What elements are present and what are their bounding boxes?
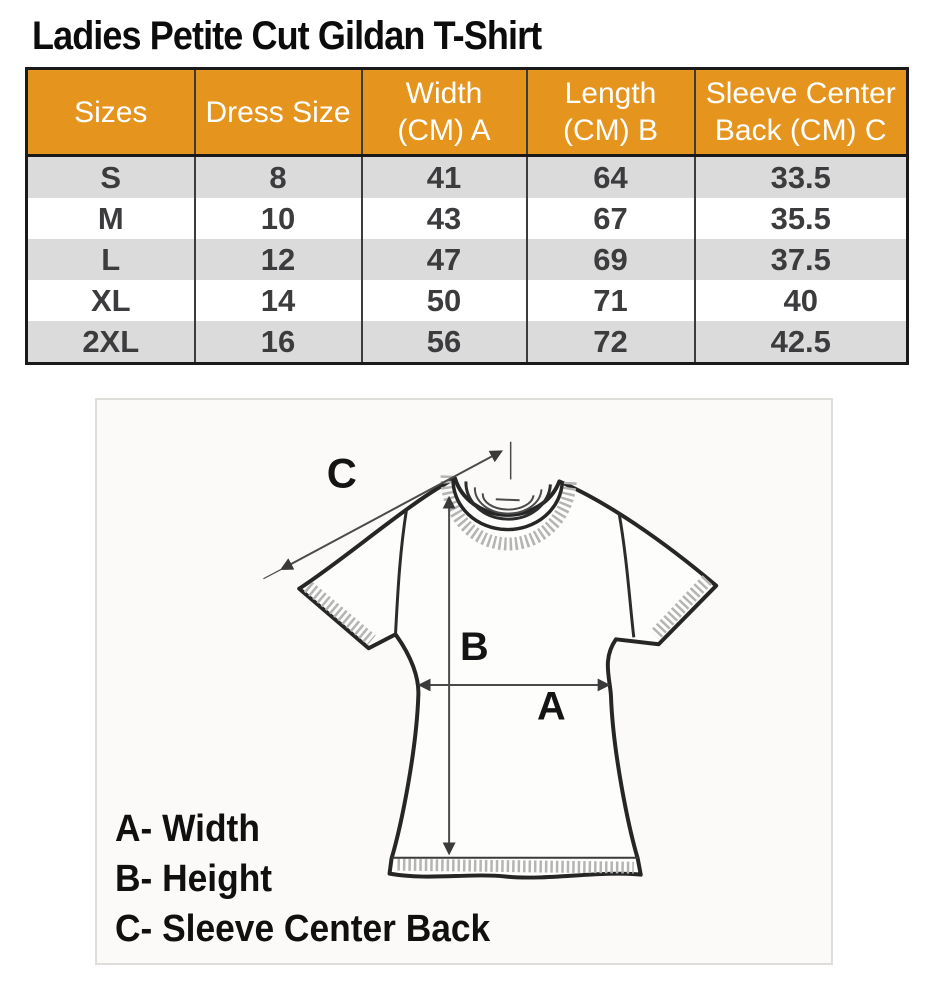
cell-length: 71 [525,280,695,321]
measurement-arrows [263,441,611,856]
cell-size: L [26,239,195,280]
cell-dress-size: 16 [193,321,362,364]
diagram-label-a: A [537,685,566,729]
cell-sleeve: 42.5 [693,321,908,364]
cell-length: 72 [525,321,695,364]
table-row: XL 14 50 71 40 [26,280,908,321]
measurement-diagram-panel: C B A A- Width B- Height C- Sleeve Cente… [95,398,833,965]
cell-length: 67 [525,198,695,239]
cell-width: 47 [360,239,527,280]
cell-dress-size: 12 [193,239,362,280]
cell-sleeve: 35.5 [693,198,908,239]
table-row: S 8 41 64 33.5 [26,155,908,198]
cell-size: XL [26,280,195,321]
cuff-hatching [303,575,712,874]
table-row: L 12 47 69 37.5 [26,239,908,280]
legend-width: A- Width [115,808,260,850]
header-sleeve-center-back: Sleeve Center Back (CM) C [693,68,908,157]
header-dress-size: Dress Size [193,68,362,157]
tshirt-diagram: C B A [263,441,719,880]
cell-width: 50 [360,280,527,321]
cell-dress-size: 8 [193,155,362,198]
cell-dress-size: 10 [193,198,362,239]
table-header: Sizes Dress Size Width (CM) A Length (CM) … [26,68,908,157]
arrow-c [280,450,504,571]
diagram-label-c: C [327,449,357,496]
page-title: Ladies Petite Cut Gildan T-Shirt [32,14,542,58]
diagram-legend: A- Width B- Height C- Sleeve Center Back [115,804,490,954]
arrow-c-tail [263,568,283,580]
header-sizes: Sizes [26,68,195,157]
cell-size: 2XL [26,321,195,364]
cell-sleeve: 37.5 [693,239,908,280]
cell-sleeve: 40 [693,280,908,321]
cell-width: 41 [360,155,527,198]
tshirt-outline [297,476,719,880]
cell-sleeve: 33.5 [693,155,908,198]
cell-width: 43 [360,198,527,239]
size-chart-table: Sizes Dress Size Width (CM) A Length (CM) … [25,67,909,365]
diagram-label-b: B [460,625,489,669]
cell-length: 64 [525,155,695,198]
header-length: Length (CM) B [525,68,695,157]
legend-sleeve-center-back: C- Sleeve Center Back [115,908,491,950]
table-row: 2XL 16 56 72 42.5 [26,321,908,364]
cell-size: M [26,198,195,239]
header-width: Width (CM) A [360,68,527,157]
legend-height: B- Height [115,858,273,900]
cell-dress-size: 14 [193,280,362,321]
cell-width: 56 [360,321,527,364]
cell-length: 69 [525,239,695,280]
cell-size: S [26,155,195,198]
table-row: M 10 43 67 35.5 [26,198,908,239]
